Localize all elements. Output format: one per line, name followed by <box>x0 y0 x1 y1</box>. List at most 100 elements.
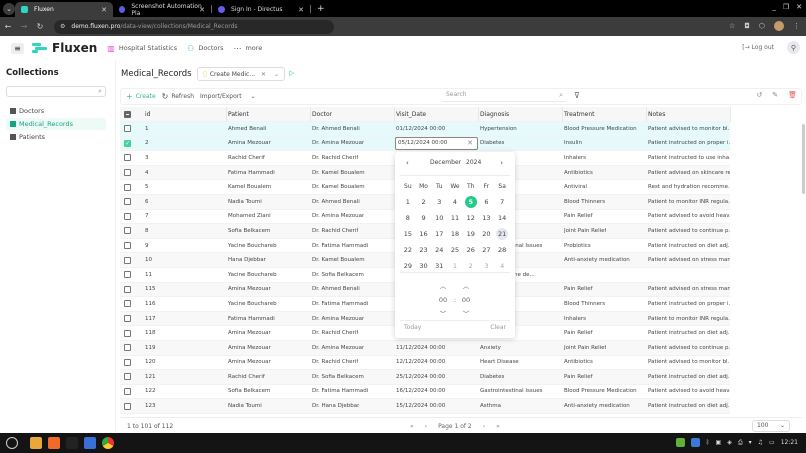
row-checkbox[interactable] <box>124 300 131 308</box>
month-select[interactable]: December <box>430 159 462 166</box>
calendar-day[interactable]: 15 <box>403 230 412 238</box>
chevron-down-icon[interactable]: ⌄ <box>273 70 279 78</box>
nav-doctors[interactable]: ⚇ Doctors <box>187 44 223 53</box>
table-row[interactable]: 1 Ahmed Benali Dr. Ahmed Benali 01/12/2024 … <box>120 122 730 137</box>
next-page-icon[interactable]: › <box>482 423 486 430</box>
delete-trash-icon[interactable]: 🗑 <box>788 91 797 99</box>
calendar-day[interactable]: 4 <box>452 198 458 206</box>
files-icon[interactable] <box>30 437 42 449</box>
calendar-day[interactable]: 5 <box>464 196 477 208</box>
calendar-day[interactable]: 2 <box>468 262 473 270</box>
hour-down-icon[interactable]: ﹀ <box>439 310 447 318</box>
calendar-day[interactable]: 16 <box>419 230 428 238</box>
row-checkbox[interactable] <box>124 227 131 235</box>
calendar-day[interactable]: 24 <box>435 246 444 254</box>
sidebar-item-doctors[interactable]: Doctors <box>6 105 106 117</box>
row-checkbox[interactable] <box>124 125 131 133</box>
calendar-day[interactable]: 25 <box>450 246 460 254</box>
table-row[interactable]: 122 Sofia Belkacem Dr. Fatima Hammadi 16/12… <box>120 385 730 400</box>
clock[interactable]: 12:21 <box>780 439 798 446</box>
row-checkbox[interactable] <box>124 285 131 293</box>
close-tab-icon[interactable]: ✕ <box>199 5 205 14</box>
nav-more[interactable]: ⋯ more <box>233 44 262 53</box>
restore-icon[interactable]: ❐ <box>782 3 790 11</box>
browser-tab-screenshot[interactable]: Screenshot Automation Pla ✕ <box>113 2 211 17</box>
hamburger-menu-button[interactable]: ≡ <box>11 42 24 54</box>
printer-icon[interactable]: ⎙ <box>737 438 743 446</box>
column-header-visit-date[interactable]: Visit_Date <box>396 111 427 118</box>
calendar-day[interactable]: 7 <box>500 198 505 206</box>
import-export-button[interactable]: Import/Export ⌄ <box>200 93 256 100</box>
calendar-day[interactable]: 30 <box>419 262 428 270</box>
calendar-day[interactable]: 2 <box>421 198 426 206</box>
table-row[interactable]: 118 Amina Mezouar Dr. Rachid Cherif Pain Re… <box>120 326 730 341</box>
close-tab-icon[interactable]: ✕ <box>298 5 304 14</box>
minute-value[interactable]: 00 <box>461 296 471 304</box>
sidebar-item-medical-records[interactable]: Medical_Records <box>6 118 106 130</box>
extensions-icon[interactable]: ⬡ <box>758 22 765 30</box>
table-scrollbar[interactable] <box>802 124 805 194</box>
chrome-icon[interactable] <box>102 437 114 449</box>
row-checkbox[interactable] <box>124 183 131 191</box>
calendar-day[interactable]: 19 <box>466 230 475 238</box>
create-button[interactable]: + Create <box>126 92 156 101</box>
undo-icon[interactable]: ↺ <box>756 91 763 99</box>
wifi-icon[interactable]: ▾ <box>748 439 752 446</box>
row-checkbox[interactable] <box>124 169 131 177</box>
shield-icon[interactable]: ◈ <box>727 439 732 446</box>
select-all-checkbox[interactable] <box>124 110 131 118</box>
back-icon[interactable]: ← <box>4 22 12 31</box>
calendar-day[interactable]: 1 <box>452 262 458 270</box>
battery-icon[interactable]: ▭ <box>769 439 775 446</box>
calendar-day[interactable]: 26 <box>466 246 475 254</box>
table-row[interactable]: ✓ 2 Amina Mezouar Dr. Amina Mezouar 05/12/20… <box>120 136 730 152</box>
terminal-icon[interactable] <box>66 437 78 449</box>
profile-avatar[interactable] <box>774 21 784 31</box>
tab-search-button[interactable]: ⌄ <box>3 2 15 15</box>
calendar-day[interactable]: 20 <box>482 230 491 238</box>
clear-view-icon[interactable]: ✕ <box>260 70 266 78</box>
row-checkbox[interactable] <box>124 198 131 206</box>
calendar-day[interactable]: 17 <box>435 230 444 238</box>
row-checkbox[interactable] <box>124 358 131 366</box>
close-tab-icon[interactable]: ✕ <box>101 5 107 14</box>
calendar-day[interactable]: 9 <box>421 214 426 222</box>
row-checkbox[interactable] <box>124 212 131 220</box>
user-avatar[interactable]: ⚲ <box>787 41 800 54</box>
clear-date-icon[interactable]: ✕ <box>467 139 473 148</box>
volume-icon[interactable]: ♫ <box>757 439 764 446</box>
bluetooth-icon[interactable]: ᛒ <box>705 439 710 446</box>
update-check-icon[interactable] <box>675 438 685 447</box>
new-tab-button[interactable]: + <box>317 3 325 14</box>
table-row[interactable]: 123 Nadia Toumi Dr. Hana Djebbar 15/12/2024… <box>120 399 730 414</box>
calendar-day[interactable]: 11 <box>450 214 460 222</box>
column-header-patient[interactable]: Patient <box>228 111 249 118</box>
column-header-treatment[interactable]: Treatment <box>564 111 595 118</box>
column-header-id[interactable]: id <box>145 111 151 118</box>
url-input[interactable]: ⚙ demo.fluxen.pro /data-view/collections… <box>54 19 334 34</box>
firefox-icon[interactable] <box>48 437 60 449</box>
browser-menu-icon[interactable]: ⋮ <box>793 22 800 30</box>
row-checkbox[interactable] <box>124 373 131 381</box>
first-page-icon[interactable]: « <box>410 423 414 430</box>
row-checkbox[interactable] <box>124 344 131 352</box>
filter-icon[interactable]: ⊽ <box>574 91 580 100</box>
start-menu-icon[interactable] <box>6 437 18 449</box>
row-checkbox[interactable] <box>124 242 131 250</box>
prev-month-icon[interactable]: ‹ <box>406 159 409 167</box>
calendar-day[interactable]: 29 <box>403 262 412 270</box>
hour-up-icon[interactable]: ︿ <box>439 282 447 290</box>
screenshot-app-icon[interactable] <box>84 437 96 449</box>
refresh-button[interactable]: ↻ Refresh <box>162 92 194 101</box>
browser-tab-fluxen[interactable]: Fluxen ✕ <box>15 2 113 17</box>
run-play-icon[interactable]: ▷ <box>289 69 295 77</box>
row-checkbox[interactable] <box>124 402 131 410</box>
calendar-day[interactable]: 21 <box>496 228 509 240</box>
row-checkbox[interactable] <box>124 154 131 162</box>
site-info-icon[interactable]: ⚙ <box>60 23 66 30</box>
edit-pencil-icon[interactable]: ✎ <box>772 91 779 99</box>
close-window-icon[interactable]: ✕ <box>796 3 802 11</box>
table-row[interactable]: 119 Amina Mezouar Dr. Amina Mezouar 11/12/2… <box>120 340 730 356</box>
visit-date-input[interactable]: 05/12/2024 00:00 ✕ <box>395 136 478 150</box>
hour-value[interactable]: 00 <box>438 296 448 304</box>
